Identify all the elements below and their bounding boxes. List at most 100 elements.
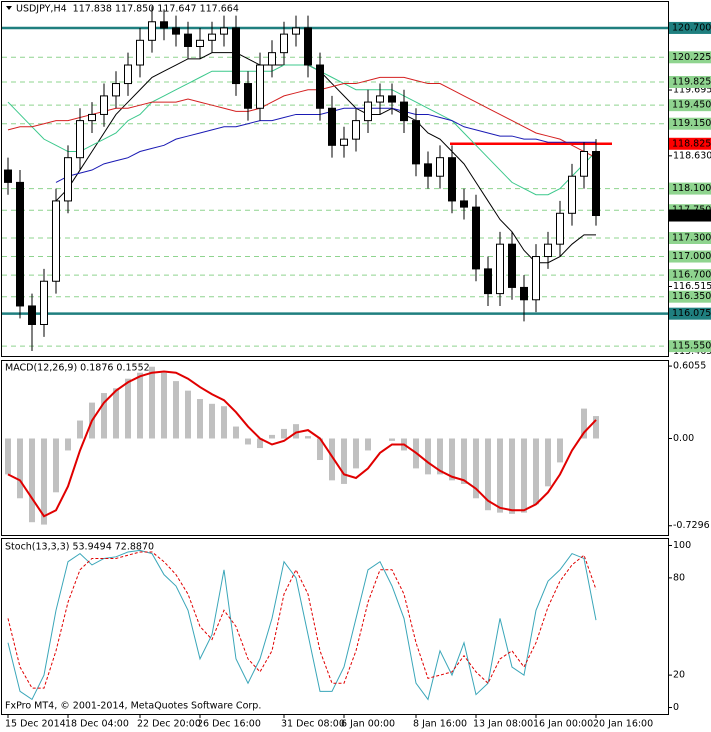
candle-body	[208, 33, 216, 41]
candle-body	[28, 305, 36, 325]
signal-line	[7, 370, 597, 518]
candle-body	[40, 280, 48, 325]
stoch-title: Stoch(13,3,3) 53.9494 72.8870	[5, 542, 154, 553]
last-price-label: 117.664	[672, 210, 711, 221]
macd-bar	[233, 426, 239, 439]
macd-bar	[353, 438, 359, 469]
level-label: 119.450	[672, 100, 711, 111]
macd-bar	[473, 438, 479, 499]
level-label: 116.700	[672, 270, 711, 281]
y-tick-label: 118.630	[673, 150, 711, 161]
macd-bar	[245, 438, 251, 445]
macd-bar	[317, 438, 323, 461]
level-label-box	[669, 290, 711, 303]
level-label: 120.700	[672, 22, 711, 33]
macd-bar	[557, 438, 563, 463]
candle-body	[532, 256, 540, 301]
y-tick-label: 100	[673, 540, 691, 551]
x-tick-label: 15 Dec 2014	[5, 719, 66, 730]
level-label-box	[669, 137, 711, 150]
level-label: 116.075	[672, 308, 711, 319]
candle-body	[400, 101, 408, 122]
macd-bar	[293, 424, 299, 439]
level-label-box	[669, 21, 711, 34]
stoch-line	[7, 551, 597, 689]
level-label-box	[669, 340, 711, 353]
macd-bar	[581, 408, 587, 439]
level-label: 115.550	[672, 341, 711, 352]
price-panel	[1, 1, 669, 357]
x-tick-label: 26 Dec 16:00	[197, 719, 261, 730]
last-price-box	[669, 209, 711, 222]
y-tick-label: 80	[673, 572, 685, 583]
y-tick-label: 0	[673, 702, 679, 713]
macd-bar	[281, 428, 287, 439]
copyright: FxPro MT4, © 2001-2014, MetaQuotes Softw…	[5, 701, 261, 712]
candle-body	[592, 151, 600, 217]
candle-body	[484, 268, 492, 295]
candle-body	[112, 83, 120, 97]
moving-average	[7, 64, 597, 196]
macd-bar	[449, 438, 455, 481]
x-tick-label: 8 Jan 16:00	[413, 719, 467, 730]
x-tick-label: 16 Jan 00:00	[533, 719, 593, 730]
macd-bar	[5, 438, 11, 475]
macd-bar	[41, 438, 47, 525]
macd-bar	[425, 438, 431, 475]
candle-body	[304, 27, 312, 66]
x-tick-label: 18 Dec 04:00	[65, 719, 129, 730]
candle-body	[412, 120, 420, 165]
candle-body	[196, 39, 204, 47]
candle-body	[124, 64, 132, 85]
level-label-box	[669, 99, 711, 112]
macd-bar	[533, 438, 539, 505]
level-label-box	[669, 51, 711, 64]
level-label: 117.300	[672, 233, 711, 244]
x-tick-label: 31 Dec 08:00	[281, 719, 345, 730]
candle-body	[436, 157, 444, 177]
candle-body	[172, 27, 180, 35]
candle-body	[340, 138, 348, 146]
macd-bar	[437, 438, 443, 475]
candle-body	[292, 27, 300, 35]
macd-bar	[509, 438, 515, 514]
macd-bar	[29, 438, 35, 523]
candle-body	[460, 200, 468, 208]
candle-body	[136, 39, 144, 66]
macd-bar	[221, 406, 227, 439]
moving-average	[55, 52, 596, 264]
macd-bar	[161, 372, 167, 439]
level-label: 118.825	[672, 138, 711, 149]
price-title: USDJPY,H4 117.838 117.850 117.647 117.66…	[16, 4, 239, 15]
level-label-box	[669, 307, 711, 320]
macd-bar	[389, 438, 395, 441]
y-tick-label: 119.695	[673, 85, 711, 96]
x-tick-label: 20 Jan 16:00	[593, 719, 653, 730]
y-tick-label: -0.7296	[673, 520, 710, 531]
candle-body	[16, 181, 24, 307]
macd-bar	[461, 438, 467, 484]
macd-title: MACD(12,26,9) 0.1876 0.1552	[5, 363, 150, 374]
candle-body	[316, 64, 324, 109]
candle-body	[268, 52, 276, 66]
candle-body	[184, 33, 192, 47]
level-label-box	[669, 269, 711, 282]
candle-body	[568, 175, 576, 214]
dropdown-arrow[interactable]	[6, 6, 12, 10]
candle-body	[52, 200, 60, 282]
macd-bar	[101, 393, 107, 439]
level-label-box	[669, 76, 711, 89]
candle-body	[100, 95, 108, 115]
candle-body	[76, 120, 84, 159]
macd-bar	[545, 438, 551, 487]
level-label: 119.825	[672, 77, 711, 88]
macd-bar	[77, 420, 83, 439]
stoch-panel	[1, 538, 669, 715]
macd-bar	[269, 434, 275, 439]
candle-body	[424, 163, 432, 177]
macd-bar	[305, 436, 311, 439]
level-label: 117.000	[672, 251, 711, 262]
level-label-box	[669, 117, 711, 130]
macd-bar	[257, 438, 263, 449]
y-tick-label: 116.515	[673, 281, 711, 292]
